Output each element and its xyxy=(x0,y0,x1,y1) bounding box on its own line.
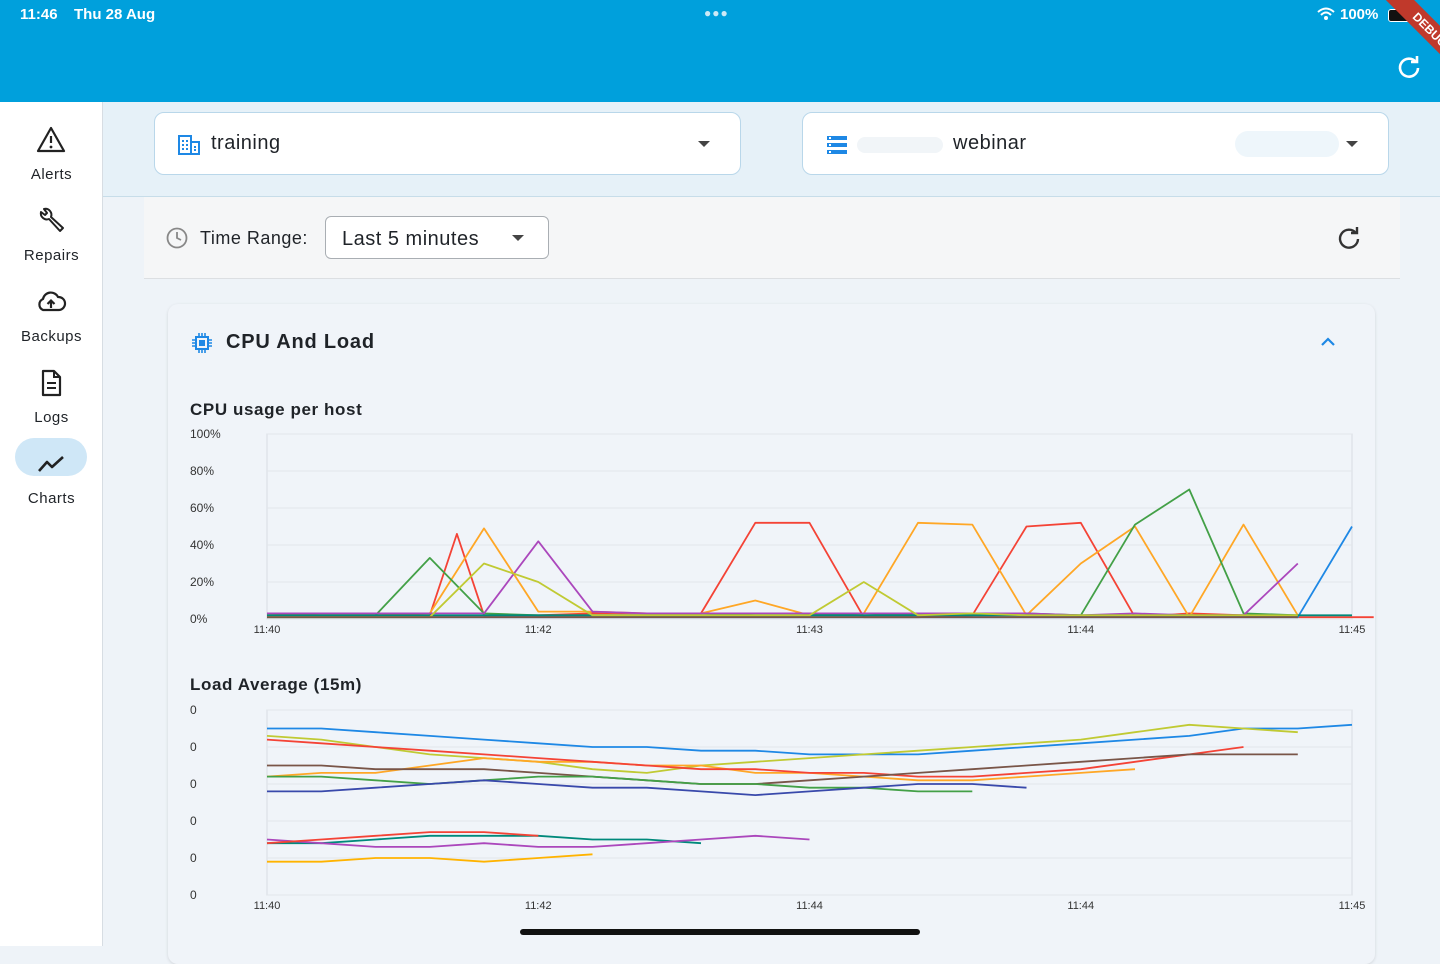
sidebar-item-label: Alerts xyxy=(30,166,73,183)
battery-percent: 100% xyxy=(1340,6,1379,23)
x-tick-label: 11:42 xyxy=(525,624,552,636)
load-average-chart: 0 0 0 0 0 0 11:40 11:42 11:44 11:44 11:45 xyxy=(190,703,1366,912)
active-nav-indicator xyxy=(15,438,87,476)
y-tick-label: 0 xyxy=(190,777,197,791)
wrench-icon xyxy=(39,207,64,232)
time-range-label: Time Range: xyxy=(200,228,308,248)
x-tick-label: 11:44 xyxy=(1067,624,1094,636)
clock-icon xyxy=(166,227,188,249)
building-icon xyxy=(178,135,200,155)
series-line-load-yellow-low xyxy=(267,853,593,863)
y-tick-label: 0 xyxy=(190,888,197,902)
x-tick-label: 11:44 xyxy=(796,900,823,912)
cpu-load-card xyxy=(168,304,1375,964)
chevron-down-icon xyxy=(698,141,710,147)
status-time: 11:46 xyxy=(20,6,58,23)
y-tick-label: 60% xyxy=(190,501,214,515)
status-date: Thu 28 Aug xyxy=(74,6,156,23)
sidebar-item-repairs[interactable]: Repairs xyxy=(0,193,103,269)
y-tick-label: 0 xyxy=(190,814,197,828)
plot-frame xyxy=(266,433,1353,620)
y-tick-label: 80% xyxy=(190,464,214,478)
sidebar-item-logs[interactable]: Logs xyxy=(0,355,103,431)
wifi-icon xyxy=(1317,7,1335,20)
series-line-load-brown xyxy=(267,753,1298,785)
time-range-bar: Time Range: Last 5 minutes xyxy=(144,197,1400,279)
time-range-select[interactable]: Last 5 minutes xyxy=(325,216,549,259)
section-title: CPU And Load xyxy=(226,331,375,353)
alert-triangle-icon xyxy=(36,126,66,153)
series-line-host-red xyxy=(266,521,1374,619)
cloud-upload-icon xyxy=(38,291,67,312)
sidebar-item-charts[interactable]: Charts xyxy=(0,436,103,512)
server-list-icon xyxy=(827,136,847,154)
series-line-host-orange xyxy=(267,521,1299,619)
sidebar-item-label: Backups xyxy=(20,328,83,345)
series-line-load-navy xyxy=(267,779,1027,796)
refresh-icon[interactable] xyxy=(1396,54,1422,80)
plot-frame xyxy=(266,709,1353,896)
y-tick-label: 0 xyxy=(190,851,197,865)
sidebar-item-label: Charts xyxy=(27,490,76,507)
y-tick-label: 0 xyxy=(190,703,197,717)
sidebar-item-alerts[interactable]: Alerts xyxy=(0,112,103,188)
series-line-load-lime xyxy=(266,723,1298,774)
cluster-select[interactable]: webinar xyxy=(802,112,1389,175)
time-range-value: Last 5 minutes xyxy=(342,228,480,250)
chevron-up-icon[interactable] xyxy=(1318,333,1338,349)
x-tick-label: 11:44 xyxy=(1067,900,1094,912)
series-line-load-orange xyxy=(266,757,1136,782)
y-tick-label: 0% xyxy=(190,612,208,626)
series-line-load-red xyxy=(266,738,1244,778)
sidebar-item-backups[interactable]: Backups xyxy=(0,274,103,350)
y-tick-label: 0 xyxy=(190,740,197,754)
x-tick-label: 11:40 xyxy=(254,624,281,636)
series-line-load-red-low xyxy=(266,831,539,845)
refresh-icon[interactable] xyxy=(1336,225,1362,251)
load-chart-title: Load Average (15m) xyxy=(190,675,363,694)
x-tick-label: 11:40 xyxy=(254,900,281,912)
series-line-load-blue xyxy=(267,723,1353,756)
cluster-value: webinar xyxy=(953,132,1027,154)
app-bar: 11:46 Thu 28 Aug ●●● 100% DEBUG xyxy=(0,0,1440,102)
organization-value: training xyxy=(211,132,281,154)
cpu-chip-icon xyxy=(192,333,212,353)
document-icon xyxy=(41,369,62,397)
multitask-dots-icon: ●●● xyxy=(704,6,729,20)
status-chip xyxy=(1235,131,1339,157)
series-line-host-lime xyxy=(267,562,1298,619)
series-line-load-purple-low xyxy=(266,834,810,848)
y-tick-label: 40% xyxy=(190,538,214,552)
cpu-usage-chart: 100% 80% 60% 40% 20% 0% 11:40 11:42 11:43 11:44 11… xyxy=(190,427,1374,636)
x-tick-label: 11:45 xyxy=(1339,624,1366,636)
organization-select[interactable]: training xyxy=(154,112,741,175)
cpu-chart-title: CPU usage per host xyxy=(190,400,363,419)
y-tick-label: 20% xyxy=(190,575,214,589)
series-line-host-blue xyxy=(267,526,1353,619)
redacted-text xyxy=(857,137,943,153)
sidebar: Alerts Repairs Backups Logs Charts xyxy=(0,102,103,946)
sidebar-item-label: Logs xyxy=(34,409,69,426)
home-indicator xyxy=(520,929,920,935)
y-tick-label: 100% xyxy=(190,427,221,441)
chevron-down-icon xyxy=(512,235,524,241)
series-line-host-purple xyxy=(267,540,1299,617)
x-tick-label: 11:42 xyxy=(525,900,552,912)
series-line-load-teal-low xyxy=(267,834,702,845)
x-tick-label: 11:45 xyxy=(1339,900,1366,912)
line-chart-icon xyxy=(38,456,64,472)
chevron-down-icon xyxy=(1346,141,1358,147)
x-tick-label: 11:43 xyxy=(796,624,823,636)
sidebar-item-label: Repairs xyxy=(23,247,80,264)
